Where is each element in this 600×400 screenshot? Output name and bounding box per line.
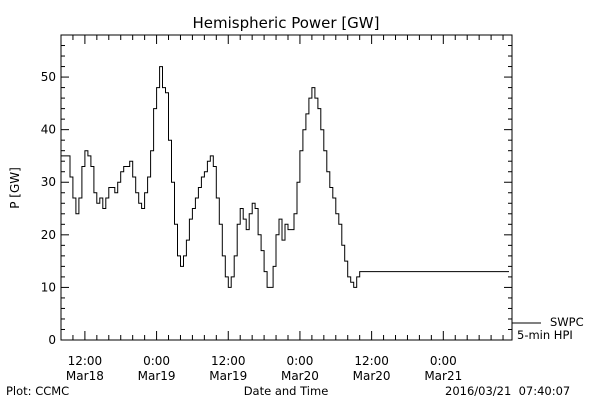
y-tick-label: 30 xyxy=(41,175,56,189)
x-tick-time-label: 0:00 xyxy=(286,354,313,368)
y-tick-label: 20 xyxy=(41,228,56,242)
x-tick-date-label: Mar21 xyxy=(424,369,462,383)
x-tick-date-label: Mar18 xyxy=(66,369,104,383)
x-tick-date-label: Mar19 xyxy=(209,369,247,383)
x-tick-date-label: Mar20 xyxy=(353,369,391,383)
y-tick-label: 40 xyxy=(41,123,56,137)
y-axis-label: P [GW] xyxy=(8,167,22,209)
x-tick-time-label: 12:00 xyxy=(211,354,246,368)
y-tick-label: 0 xyxy=(48,333,56,347)
series-line-hemispheric-power xyxy=(61,66,509,288)
x-axis-label: Date and Time xyxy=(244,384,329,398)
plot-credit: Plot: CCMC xyxy=(6,384,69,398)
x-tick-date-label: Mar19 xyxy=(138,369,176,383)
plot-frame xyxy=(60,34,513,341)
y-axis-ticks: 0 10 20 30 40 50 xyxy=(41,34,512,347)
x-tick-date-label: Mar20 xyxy=(281,369,319,383)
y-tick-label: 10 xyxy=(41,280,56,294)
x-tick-time-label: 12:00 xyxy=(354,354,389,368)
chart-title: Hemispheric Power [GW] xyxy=(193,14,380,32)
legend-swpc-label: SWPC xyxy=(550,315,584,329)
legend-hpi-label: 5-min HPI xyxy=(517,328,573,342)
timestamp: 2016/03/21 07:40:07 xyxy=(445,384,570,398)
x-tick-time-label: 0:00 xyxy=(143,354,170,368)
y-tick-label: 50 xyxy=(41,70,56,84)
x-tick-time-label: 0:00 xyxy=(430,354,457,368)
x-tick-time-label: 12:00 xyxy=(68,354,103,368)
x-axis-ticks: 12:00Mar180:00Mar1912:00Mar190:00Mar2012… xyxy=(60,35,504,383)
